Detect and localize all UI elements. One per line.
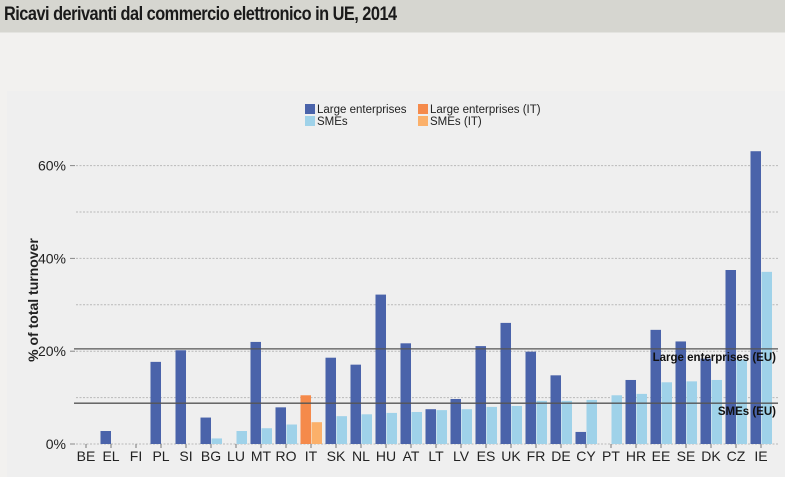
reference-line-label: Large enterprises (EU) — [653, 352, 777, 364]
bar-sme-dk — [711, 379, 722, 444]
bar-sme-cz — [736, 359, 747, 444]
bar-large-lt — [425, 409, 436, 444]
x-axis: BE EL FI PL SI BG LU MT RO IT SK NL HU AT LT LV ES UK FR DE… — [77, 444, 768, 464]
x-tick-label: CZ — [727, 448, 746, 464]
title-band: Ricavi derivanti dal commercio elettroni… — [0, 0, 785, 33]
x-tick-label: PL — [152, 448, 169, 464]
x-tick-label: DE — [551, 448, 570, 464]
x-tick-label: SI — [179, 448, 192, 464]
bar-large-lv — [450, 398, 461, 444]
reference-lines: Large enterprises (EU) SMEs (EU) — [74, 348, 778, 418]
x-tick-label: IE — [754, 448, 767, 464]
bar-sme-nl — [361, 414, 372, 444]
x-tick-label: IT — [305, 448, 318, 464]
bar-sme-at — [411, 411, 422, 444]
y-axis: 0% 20% 40% 60% — [38, 158, 75, 452]
reference-line-label: SMEs (EU) — [718, 406, 776, 418]
bar-sme-fr — [536, 400, 547, 444]
bar-sme-ro — [286, 424, 297, 444]
x-tick-label: UK — [501, 448, 521, 464]
bar-sme-de — [561, 400, 572, 444]
x-tick-label: LV — [453, 448, 470, 464]
bar-large-de — [550, 375, 561, 444]
bar-large-ee — [650, 329, 661, 444]
bar-large-ro — [275, 407, 286, 444]
x-tick-label: LT — [428, 448, 444, 464]
bar-large-ie — [750, 151, 761, 444]
bar-large-nl — [350, 364, 361, 444]
bar-sme-se — [686, 381, 697, 444]
y-tick-label: 60% — [38, 158, 66, 174]
bars — [100, 151, 772, 444]
bar-sme-es — [486, 406, 497, 444]
bar-sme-ie — [761, 271, 772, 444]
bar-large-se — [675, 341, 686, 444]
bar-large-hu — [375, 294, 386, 444]
y-tick-label: 20% — [38, 343, 66, 359]
bar-sme-pt — [611, 395, 622, 444]
x-tick-label: FI — [130, 448, 142, 464]
x-tick-label: MT — [251, 448, 272, 464]
bar-large-at — [400, 343, 411, 444]
x-tick-label: EL — [102, 448, 119, 464]
x-tick-label: NL — [352, 448, 370, 464]
y-axis-title: % of total turnover — [25, 238, 41, 362]
bar-sme-lt — [436, 410, 447, 444]
legend-swatch — [305, 116, 315, 126]
chart-title: Ricavi derivanti dal commercio elettroni… — [4, 4, 397, 25]
bar-large-el — [100, 431, 111, 444]
bar-sme-uk — [511, 405, 522, 444]
x-tick-label: RO — [276, 448, 297, 464]
bar-sme-it — [311, 422, 322, 444]
bar-large-hr — [625, 379, 636, 444]
x-tick-label: HU — [376, 448, 396, 464]
bar-large-it — [300, 395, 311, 444]
bar-large-fr — [525, 351, 536, 444]
bar-large-cz — [725, 270, 736, 444]
bar-sme-ee — [661, 382, 672, 444]
x-tick-label: PT — [602, 448, 620, 464]
legend-swatch — [418, 116, 428, 126]
x-tick-label: BE — [77, 448, 96, 464]
bar-large-mt — [250, 341, 261, 444]
x-tick-label: DK — [701, 448, 721, 464]
x-tick-label: BG — [201, 448, 221, 464]
x-tick-label: LU — [227, 448, 245, 464]
bar-sme-sk — [336, 416, 347, 444]
legend-label: Large enterprises — [317, 104, 407, 116]
bar-large-dk — [700, 358, 711, 444]
x-tick-label: EE — [652, 448, 671, 464]
bar-large-cy — [575, 431, 586, 444]
legend-label: SMEs — [317, 116, 348, 128]
y-tick-label: 0% — [46, 436, 66, 452]
x-tick-label: CY — [576, 448, 596, 464]
legend-swatch — [305, 104, 315, 114]
y-tick-label: 40% — [38, 250, 66, 266]
x-tick-label: HR — [626, 448, 646, 464]
bar-sme-bg — [211, 438, 222, 444]
bar-sme-lv — [461, 409, 472, 444]
x-tick-label: AT — [403, 448, 420, 464]
bar-sme-lu — [236, 431, 247, 444]
bar-large-bg — [200, 417, 211, 444]
bar-large-sk — [325, 357, 336, 444]
x-tick-label: SK — [327, 448, 346, 464]
bar-sme-mt — [261, 428, 272, 444]
x-tick-label: ES — [477, 448, 496, 464]
bar-large-es — [475, 346, 486, 444]
legend-label: SMEs (IT) — [430, 116, 482, 128]
legend-label: Large enterprises (IT) — [430, 104, 541, 116]
legend-swatch — [418, 104, 428, 114]
bar-sme-cy — [586, 399, 597, 444]
bar-large-si — [175, 350, 186, 444]
bar-sme-hu — [386, 412, 397, 444]
bar-large-uk — [500, 322, 511, 444]
bar-sme-hr — [636, 393, 647, 444]
x-tick-label: FR — [527, 448, 546, 464]
x-tick-label: SE — [677, 448, 696, 464]
